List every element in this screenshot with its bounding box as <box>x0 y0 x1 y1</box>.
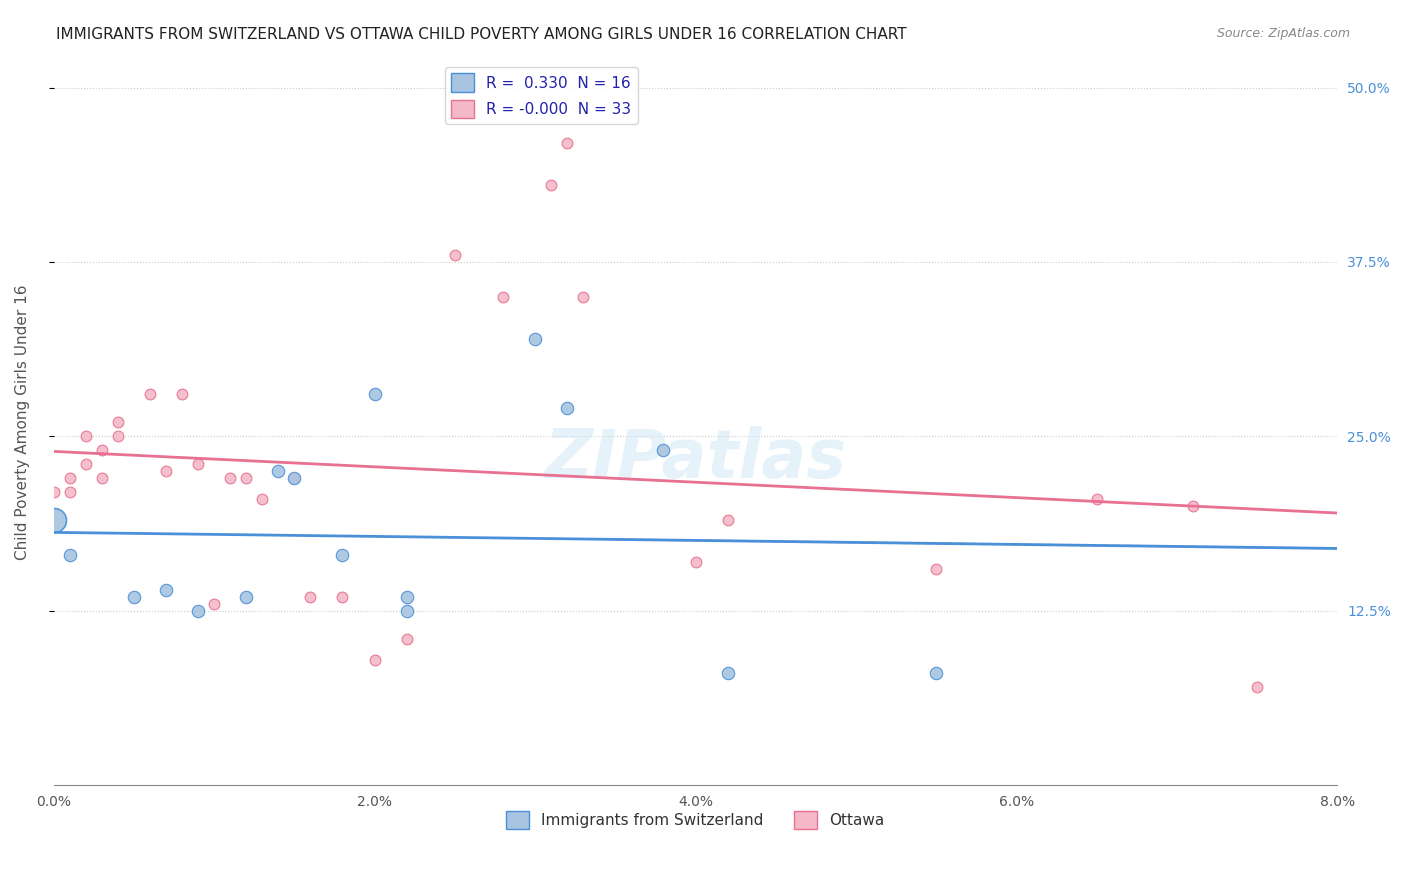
Point <box>59 471 82 485</box>
Point <box>572 290 595 304</box>
Point <box>202 597 225 611</box>
Point <box>139 387 162 401</box>
Point <box>555 401 578 416</box>
Point <box>90 443 112 458</box>
Point <box>443 248 465 262</box>
Point <box>59 548 82 562</box>
Point <box>925 562 948 576</box>
Point <box>299 590 322 604</box>
Point <box>219 471 242 485</box>
Point <box>90 471 112 485</box>
Point <box>925 666 948 681</box>
Text: Source: ZipAtlas.com: Source: ZipAtlas.com <box>1216 27 1350 40</box>
Point <box>685 555 707 569</box>
Point <box>187 604 209 618</box>
Point <box>107 415 129 429</box>
Point <box>363 387 385 401</box>
Point <box>267 464 290 478</box>
Point <box>716 666 738 681</box>
Point <box>332 548 354 562</box>
Point <box>170 387 193 401</box>
Point <box>716 513 738 527</box>
Point <box>524 332 547 346</box>
Point <box>283 471 305 485</box>
Point <box>42 485 65 500</box>
Point <box>155 582 177 597</box>
Point <box>235 471 257 485</box>
Point <box>1246 681 1268 695</box>
Point <box>235 590 257 604</box>
Point <box>107 429 129 443</box>
Text: IMMIGRANTS FROM SWITZERLAND VS OTTAWA CHILD POVERTY AMONG GIRLS UNDER 16 CORRELA: IMMIGRANTS FROM SWITZERLAND VS OTTAWA CH… <box>56 27 907 42</box>
Point <box>395 632 418 646</box>
Point <box>75 457 97 471</box>
Point <box>555 136 578 151</box>
Point <box>252 492 274 507</box>
Point <box>59 485 82 500</box>
Point <box>1181 499 1204 513</box>
Text: ZIPatlas: ZIPatlas <box>544 425 846 491</box>
Point <box>122 590 145 604</box>
Point <box>1085 492 1108 507</box>
Point <box>75 429 97 443</box>
Point <box>332 590 354 604</box>
Point <box>155 464 177 478</box>
Point <box>42 513 65 527</box>
Point <box>652 443 675 458</box>
Point <box>395 604 418 618</box>
Point <box>187 457 209 471</box>
Y-axis label: Child Poverty Among Girls Under 16: Child Poverty Among Girls Under 16 <box>15 285 30 560</box>
Point <box>395 590 418 604</box>
Point <box>540 178 562 193</box>
Legend: Immigrants from Switzerland, Ottawa: Immigrants from Switzerland, Ottawa <box>501 805 891 836</box>
Point <box>492 290 515 304</box>
Point <box>283 471 305 485</box>
Point <box>363 652 385 666</box>
